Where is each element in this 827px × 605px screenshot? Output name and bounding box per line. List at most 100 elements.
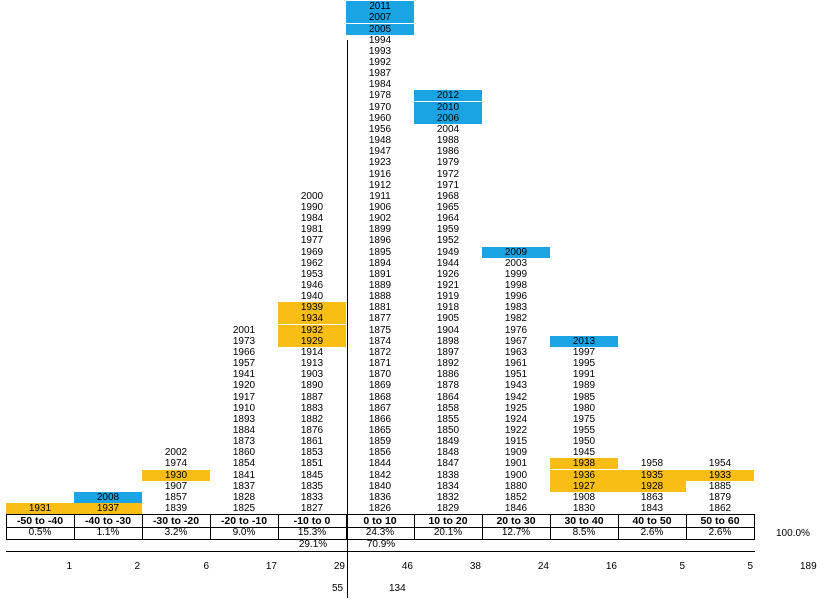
year-cell: 2006 xyxy=(414,112,482,124)
year-cell: 1959 xyxy=(436,224,460,236)
year-cell: 1952 xyxy=(436,235,460,247)
bin-percent: 2.6% xyxy=(640,527,664,538)
year-cell: 1991 xyxy=(572,369,596,381)
year-cell: 1924 xyxy=(504,413,528,425)
year-cell: 1996 xyxy=(504,291,528,303)
year-cell: 1890 xyxy=(300,380,324,392)
year-cell: 1901 xyxy=(504,458,528,470)
year-cell: 1876 xyxy=(300,424,324,436)
year-cell: 1844 xyxy=(368,458,392,470)
year-cell: 1884 xyxy=(232,424,256,436)
year-cell: 1863 xyxy=(640,491,664,503)
bin-percent: 20.1% xyxy=(433,527,463,538)
year-cell: 1916 xyxy=(368,168,392,180)
year-cell: 1893 xyxy=(232,413,256,425)
year-cell: 1911 xyxy=(369,190,391,202)
zero-divider xyxy=(347,40,348,598)
year-cell: 1846 xyxy=(504,503,528,514)
year-cell: 1993 xyxy=(368,45,392,57)
year-cell: 1867 xyxy=(368,402,392,414)
year-cell: 1903 xyxy=(300,369,324,381)
year-cell: 1833 xyxy=(300,491,324,503)
year-cell: 1827 xyxy=(300,503,324,514)
year-cell: 1931 xyxy=(6,503,74,514)
year-cell: 1962 xyxy=(300,257,324,269)
year-cell: 1879 xyxy=(708,491,732,503)
year-cell: 2005 xyxy=(346,23,414,35)
year-cell: 1878 xyxy=(436,380,460,392)
bin-label: 20 to 30 xyxy=(496,515,536,527)
bin-percent: 0.5% xyxy=(28,527,52,538)
year-cell: 1926 xyxy=(436,268,460,280)
year-cell: 1838 xyxy=(436,469,460,481)
year-cell: 1980 xyxy=(572,402,596,414)
year-cell: 2004 xyxy=(436,123,460,135)
year-cell: 1914 xyxy=(300,346,324,358)
bin-percent: 1.1% xyxy=(96,527,120,538)
year-cell: 1871 xyxy=(368,358,392,370)
year-cell: 1841 xyxy=(232,469,256,481)
year-cell: 1938 xyxy=(550,458,618,470)
bin-label: -20 to -10 xyxy=(220,515,268,527)
year-cell: 1828 xyxy=(232,491,256,503)
year-cell: 1964 xyxy=(436,213,460,225)
year-cell: 1902 xyxy=(368,213,392,225)
year-cell: 1881 xyxy=(368,302,392,314)
bin-label: 40 to 50 xyxy=(632,515,672,527)
year-cell: 1869 xyxy=(368,380,392,392)
year-cell: 1835 xyxy=(300,480,324,492)
year-cell: 1937 xyxy=(74,503,142,514)
year-cell: 1859 xyxy=(368,436,392,448)
header-top-rule xyxy=(6,514,755,515)
year-cell: 1906 xyxy=(368,201,392,213)
year-cell: 1872 xyxy=(368,346,392,358)
year-cell: 1899 xyxy=(368,224,392,236)
year-cell: 1834 xyxy=(436,480,460,492)
negative-percent: 29.1% xyxy=(298,539,328,550)
year-cell: 1955 xyxy=(572,424,596,436)
year-cell: 2007 xyxy=(346,12,414,24)
year-cell: 2013 xyxy=(550,335,618,347)
year-cell: 1986 xyxy=(436,146,460,158)
year-cell: 1985 xyxy=(572,391,596,403)
year-cell: 2002 xyxy=(164,447,188,459)
negative-count: 55 xyxy=(332,583,344,594)
positive-count: 134 xyxy=(389,583,406,594)
year-cell: 1850 xyxy=(436,424,460,436)
year-cell: 1877 xyxy=(368,313,392,325)
year-cell: 1908 xyxy=(572,491,596,503)
total-count: 189 xyxy=(800,561,817,572)
bin-percent: 15.3% xyxy=(297,527,327,538)
year-cell: 2010 xyxy=(414,101,482,113)
year-cell: 1968 xyxy=(436,190,460,202)
bin-count: 46 xyxy=(401,561,413,572)
year-cell: 1919 xyxy=(436,291,460,303)
year-cell: 1942 xyxy=(504,391,528,403)
year-cell: 1853 xyxy=(300,447,324,459)
year-cell: 1984 xyxy=(368,79,392,91)
year-cell: 1958 xyxy=(640,458,664,470)
header-bottom-rule xyxy=(6,527,755,528)
bin-count: 6 xyxy=(203,561,209,572)
year-cell: 1999 xyxy=(504,268,528,280)
year-cell: 1912 xyxy=(368,179,392,191)
year-cell: 1974 xyxy=(164,458,188,470)
year-cell: 1923 xyxy=(368,157,392,169)
year-cell: 1992 xyxy=(368,57,392,68)
bin-count: 2 xyxy=(134,561,140,572)
year-cell: 1957 xyxy=(232,358,256,370)
year-cell: 1978 xyxy=(368,90,392,102)
year-cell: 1896 xyxy=(368,235,392,247)
year-cell: 1910 xyxy=(232,402,256,414)
year-cell: 1870 xyxy=(368,369,392,381)
year-cell: 1948 xyxy=(368,135,392,147)
year-cell: 1953 xyxy=(300,268,324,280)
total-percent: 100.0% xyxy=(776,528,810,539)
year-cell: 1855 xyxy=(436,413,460,425)
bin-label: 10 to 20 xyxy=(428,515,468,527)
year-cell: 2008 xyxy=(74,491,142,503)
bin-count: 1 xyxy=(66,561,72,572)
year-cell: 1975 xyxy=(572,413,596,425)
year-cell: 1970 xyxy=(368,101,392,113)
year-cell: 1984 xyxy=(300,213,324,225)
